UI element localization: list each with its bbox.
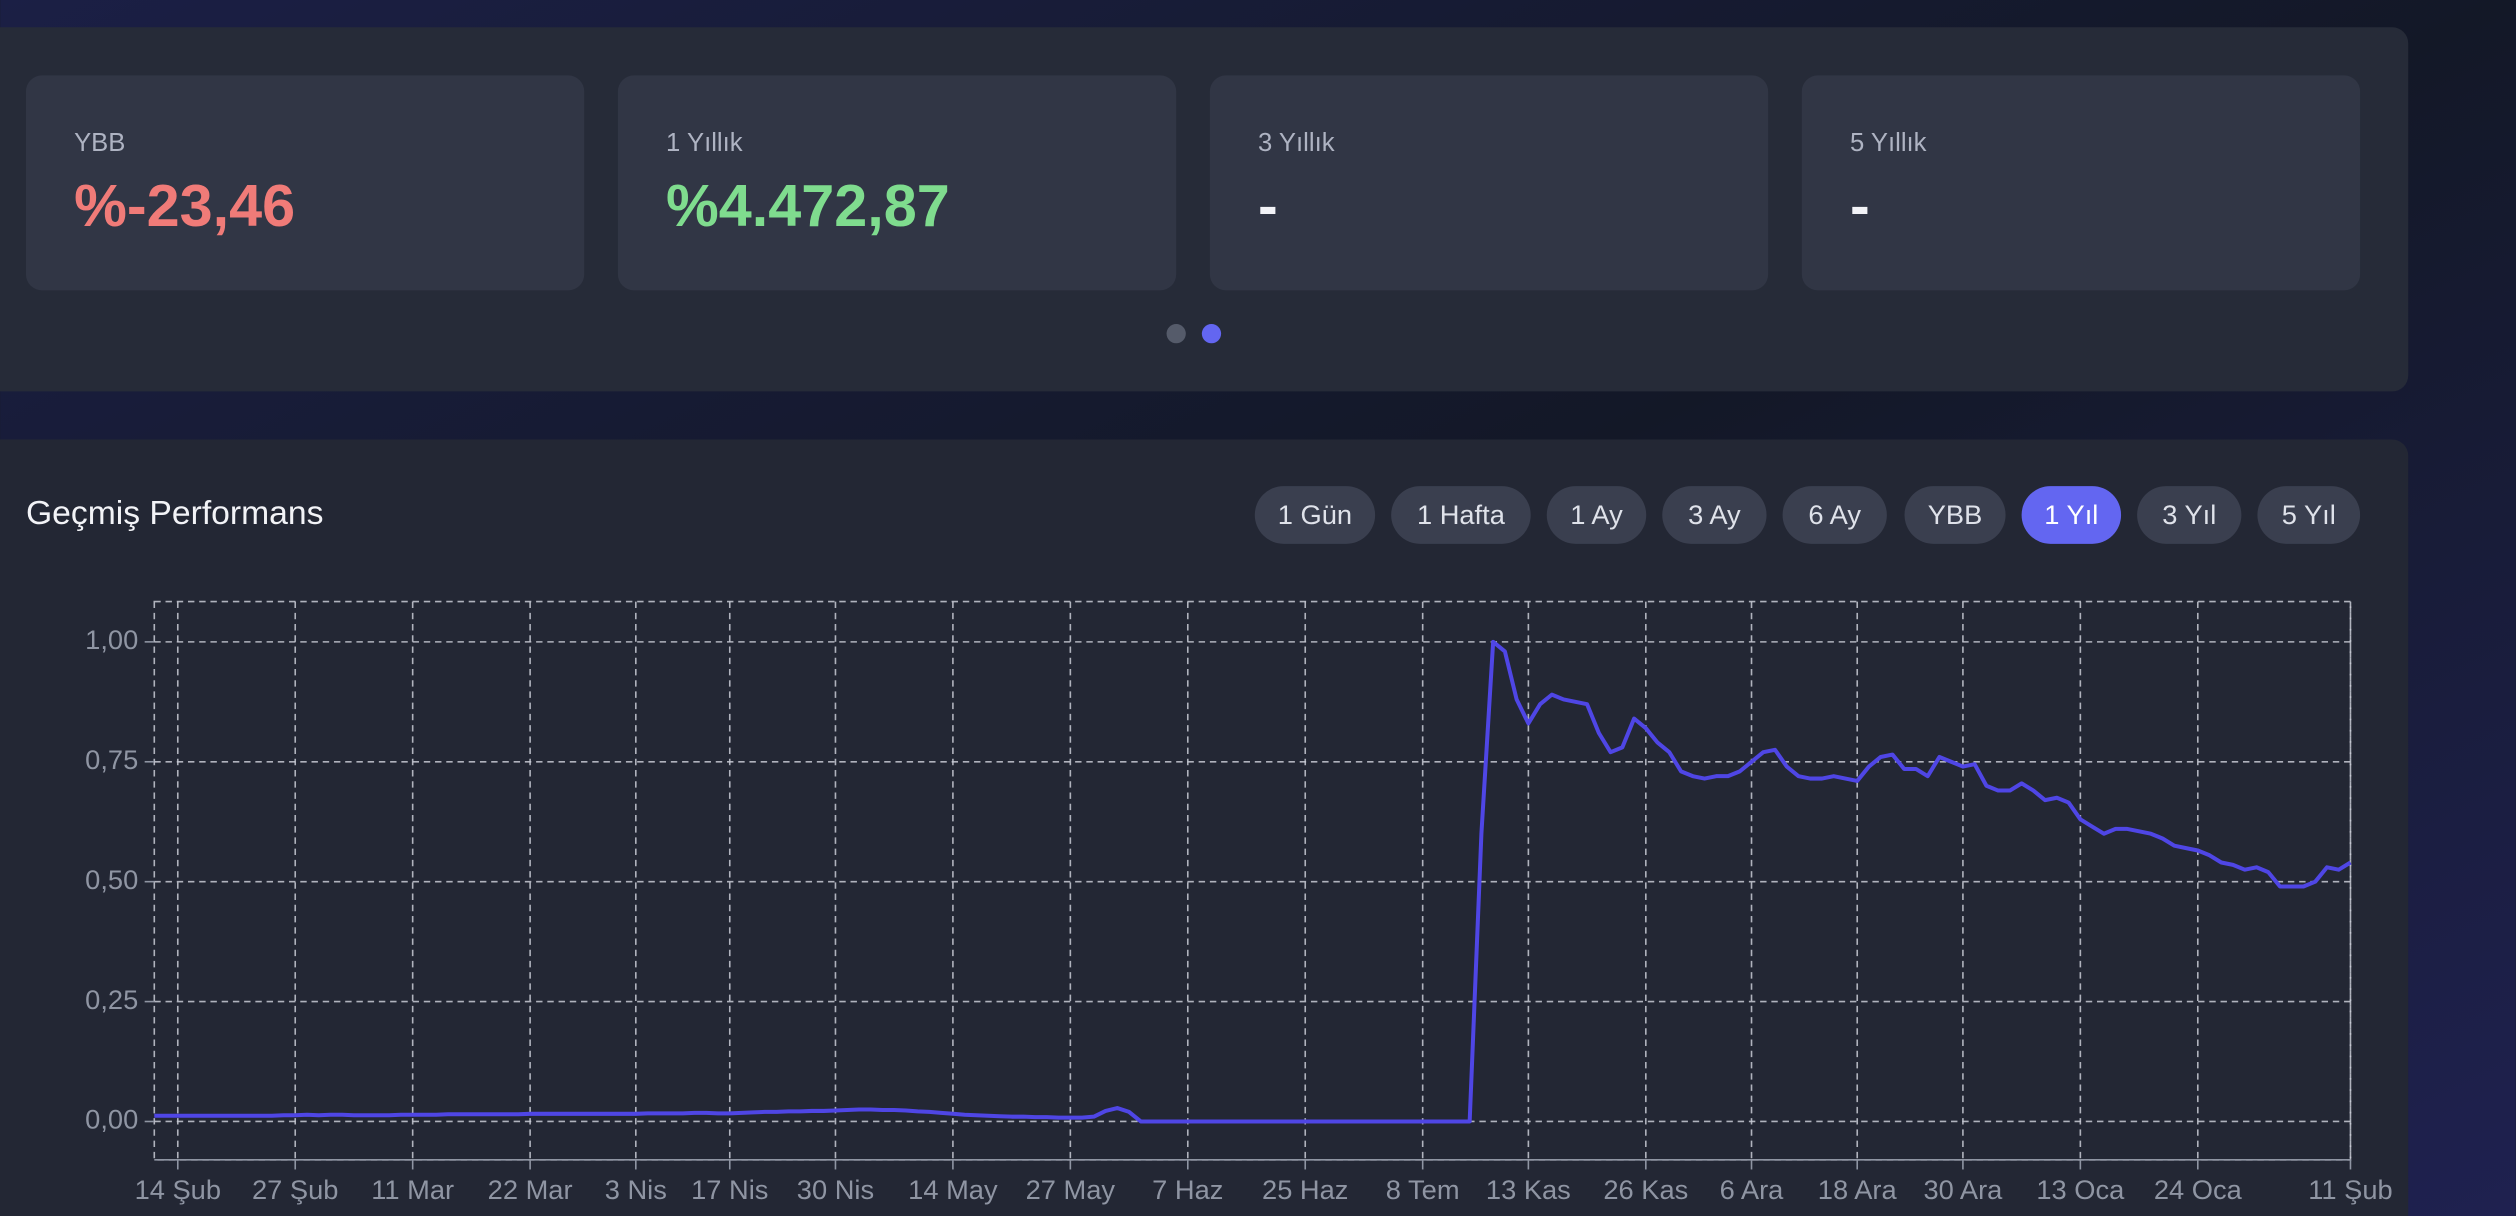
- range-label[interactable]: 1 Hafta: [1417, 499, 1506, 530]
- x-tick-label: 14 May: [908, 1174, 998, 1205]
- x-tick-label: 7 Haz: [1152, 1174, 1223, 1205]
- pager-dot-active[interactable]: [1201, 324, 1222, 344]
- stat-card: [1801, 75, 2361, 291]
- range-label[interactable]: 3 Yıl: [2162, 499, 2216, 530]
- stat-label: YBB: [74, 129, 125, 157]
- series-line: [154, 639, 2352, 1124]
- x-tick-label: 3 Nis: [605, 1174, 667, 1205]
- y-tick-label: 0,75: [85, 744, 138, 775]
- x-tick-label: 11 Şub: [2308, 1174, 2392, 1205]
- y-tick-label: 0,50: [85, 864, 138, 895]
- range-button[interactable]: [1546, 486, 1647, 544]
- x-tick-label: 30 Ara: [1923, 1174, 2003, 1205]
- stat-value: %4.472,87: [666, 172, 950, 239]
- performance-panel: [0, 439, 2409, 1216]
- x-tick-label: 8 Tem: [1386, 1174, 1460, 1205]
- stat-value: -: [1850, 172, 1870, 239]
- stat-card: [617, 75, 1177, 291]
- range-button[interactable]: [1391, 486, 1531, 544]
- pager-dot[interactable]: [1166, 324, 1186, 344]
- range-label[interactable]: 1 Gün: [1278, 499, 1352, 530]
- x-tick-label: 14 Şub: [135, 1174, 221, 1205]
- range-label[interactable]: 3 Ay: [1688, 499, 1741, 530]
- range-label[interactable]: 5 Yıl: [2282, 499, 2336, 530]
- x-tick-label: 17 Nis: [691, 1174, 768, 1205]
- range-label[interactable]: 6 Ay: [1808, 499, 1861, 530]
- x-tick-label: 13 Kas: [1486, 1174, 1571, 1205]
- y-tick-label: 0,25: [85, 984, 138, 1015]
- x-tick-label: 22 Mar: [488, 1174, 573, 1205]
- x-tick-label: 25 Haz: [1262, 1174, 1348, 1205]
- x-tick-label: 11 Mar: [371, 1174, 454, 1205]
- stat-card: [1209, 75, 1769, 291]
- stat-label: 1 Yıllık: [666, 129, 743, 157]
- range-button[interactable]: [2257, 486, 2361, 544]
- x-tick-label: 13 Oca: [2036, 1174, 2125, 1205]
- range-button[interactable]: [2137, 486, 2242, 544]
- y-tick-label: 1,00: [85, 624, 138, 655]
- stat-value: -: [1258, 172, 1278, 239]
- range-button[interactable]: [1662, 486, 1767, 544]
- x-tick-label: 6 Ara: [1720, 1174, 1785, 1205]
- x-tick-label: 30 Nis: [797, 1174, 874, 1205]
- range-button[interactable]: [1782, 486, 1887, 544]
- y-tick-label: 0,00: [85, 1104, 138, 1135]
- x-tick-label: 24 Oca: [2154, 1174, 2243, 1205]
- range-button[interactable]: [2021, 486, 2122, 544]
- stat-label: 5 Yıllık: [1850, 129, 1927, 157]
- stat-label: 3 Yıllık: [1258, 129, 1335, 157]
- x-tick-label: 27 May: [1026, 1174, 1116, 1205]
- range-label[interactable]: 1 Ay: [1570, 499, 1623, 530]
- stat-card: [25, 75, 585, 291]
- range-button[interactable]: [1904, 486, 2006, 544]
- x-tick-label: 18 Ara: [1818, 1174, 1898, 1205]
- range-button[interactable]: [1254, 486, 1376, 544]
- range-label[interactable]: 1 Yıl: [2044, 499, 2098, 530]
- range-label[interactable]: YBB: [1928, 499, 1983, 530]
- x-tick-label: 26 Kas: [1603, 1174, 1688, 1205]
- x-tick-label: 27 Şub: [252, 1174, 338, 1205]
- stat-value: %-23,46: [74, 172, 295, 239]
- panel-title: Geçmiş Performans: [26, 495, 324, 532]
